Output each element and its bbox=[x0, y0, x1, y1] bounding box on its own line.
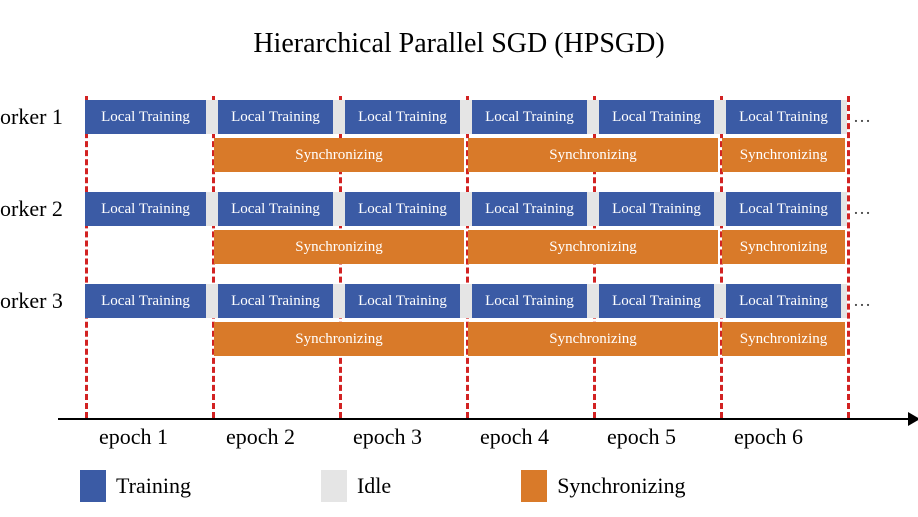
training-block: Local Training bbox=[85, 284, 206, 318]
idle-block bbox=[466, 100, 472, 134]
worker-label: orker 2 bbox=[0, 196, 63, 222]
ellipsis: … bbox=[853, 290, 871, 311]
sync-block: Synchronizing bbox=[214, 230, 464, 264]
time-axis bbox=[58, 418, 916, 420]
idle-block bbox=[212, 284, 218, 318]
worker-label: orker 3 bbox=[0, 288, 63, 314]
idle-block bbox=[720, 284, 726, 318]
training-block: Local Training bbox=[345, 100, 460, 134]
chart-area: orker 1 Local Training Local Training Local… bbox=[0, 72, 918, 442]
training-block: Local Training bbox=[472, 192, 587, 226]
training-block: Local Training bbox=[599, 100, 714, 134]
idle-block bbox=[466, 192, 472, 226]
training-block: Local Training bbox=[472, 284, 587, 318]
sync-block: Synchronizing bbox=[214, 322, 464, 356]
epoch-label: epoch 2 bbox=[226, 424, 295, 450]
idle-block bbox=[841, 100, 847, 134]
ellipsis: … bbox=[853, 198, 871, 219]
idle-block bbox=[720, 192, 726, 226]
idle-block bbox=[212, 100, 218, 134]
training-block: Local Training bbox=[218, 192, 333, 226]
sync-block: Synchronizing bbox=[722, 322, 845, 356]
worker-label: orker 1 bbox=[0, 104, 63, 130]
legend-sync-swatch bbox=[521, 470, 547, 502]
diagram-title: Hierarchical Parallel SGD (HPSGD) bbox=[0, 0, 918, 72]
epoch-separator bbox=[847, 96, 850, 418]
legend-idle: Idle bbox=[321, 470, 391, 502]
idle-block bbox=[593, 284, 599, 318]
training-block: Local Training bbox=[218, 284, 333, 318]
idle-block bbox=[841, 284, 847, 318]
idle-block bbox=[339, 192, 345, 226]
sync-block: Synchronizing bbox=[722, 230, 845, 264]
sync-block: Synchronizing bbox=[468, 138, 718, 172]
axis-arrow-icon bbox=[908, 412, 918, 426]
training-block: Local Training bbox=[726, 192, 841, 226]
legend-idle-swatch bbox=[321, 470, 347, 502]
legend-idle-label: Idle bbox=[357, 473, 391, 499]
sync-block: Synchronizing bbox=[468, 230, 718, 264]
idle-block bbox=[720, 100, 726, 134]
epoch-label: epoch 6 bbox=[734, 424, 803, 450]
training-block: Local Training bbox=[726, 284, 841, 318]
epoch-label: epoch 3 bbox=[353, 424, 422, 450]
sync-block: Synchronizing bbox=[468, 322, 718, 356]
legend: Training Idle Synchronizing bbox=[80, 470, 686, 502]
legend-training-label: Training bbox=[116, 473, 191, 499]
idle-block bbox=[339, 284, 345, 318]
idle-block bbox=[593, 100, 599, 134]
epoch-label: epoch 1 bbox=[99, 424, 168, 450]
training-block: Local Training bbox=[472, 100, 587, 134]
training-block: Local Training bbox=[218, 100, 333, 134]
epoch-separator bbox=[85, 96, 88, 418]
idle-block bbox=[339, 100, 345, 134]
training-block: Local Training bbox=[85, 100, 206, 134]
idle-block bbox=[841, 192, 847, 226]
idle-block bbox=[593, 192, 599, 226]
training-block: Local Training bbox=[345, 192, 460, 226]
legend-sync-label: Synchronizing bbox=[557, 473, 685, 499]
sync-block: Synchronizing bbox=[722, 138, 845, 172]
sync-block: Synchronizing bbox=[214, 138, 464, 172]
idle-block bbox=[466, 284, 472, 318]
training-block: Local Training bbox=[85, 192, 206, 226]
legend-training: Training bbox=[80, 470, 191, 502]
epoch-label: epoch 5 bbox=[607, 424, 676, 450]
idle-block bbox=[212, 192, 218, 226]
training-block: Local Training bbox=[599, 192, 714, 226]
training-block: Local Training bbox=[345, 284, 460, 318]
training-block: Local Training bbox=[599, 284, 714, 318]
legend-sync: Synchronizing bbox=[521, 470, 685, 502]
ellipsis: … bbox=[853, 106, 871, 127]
epoch-label: epoch 4 bbox=[480, 424, 549, 450]
training-block: Local Training bbox=[726, 100, 841, 134]
legend-training-swatch bbox=[80, 470, 106, 502]
